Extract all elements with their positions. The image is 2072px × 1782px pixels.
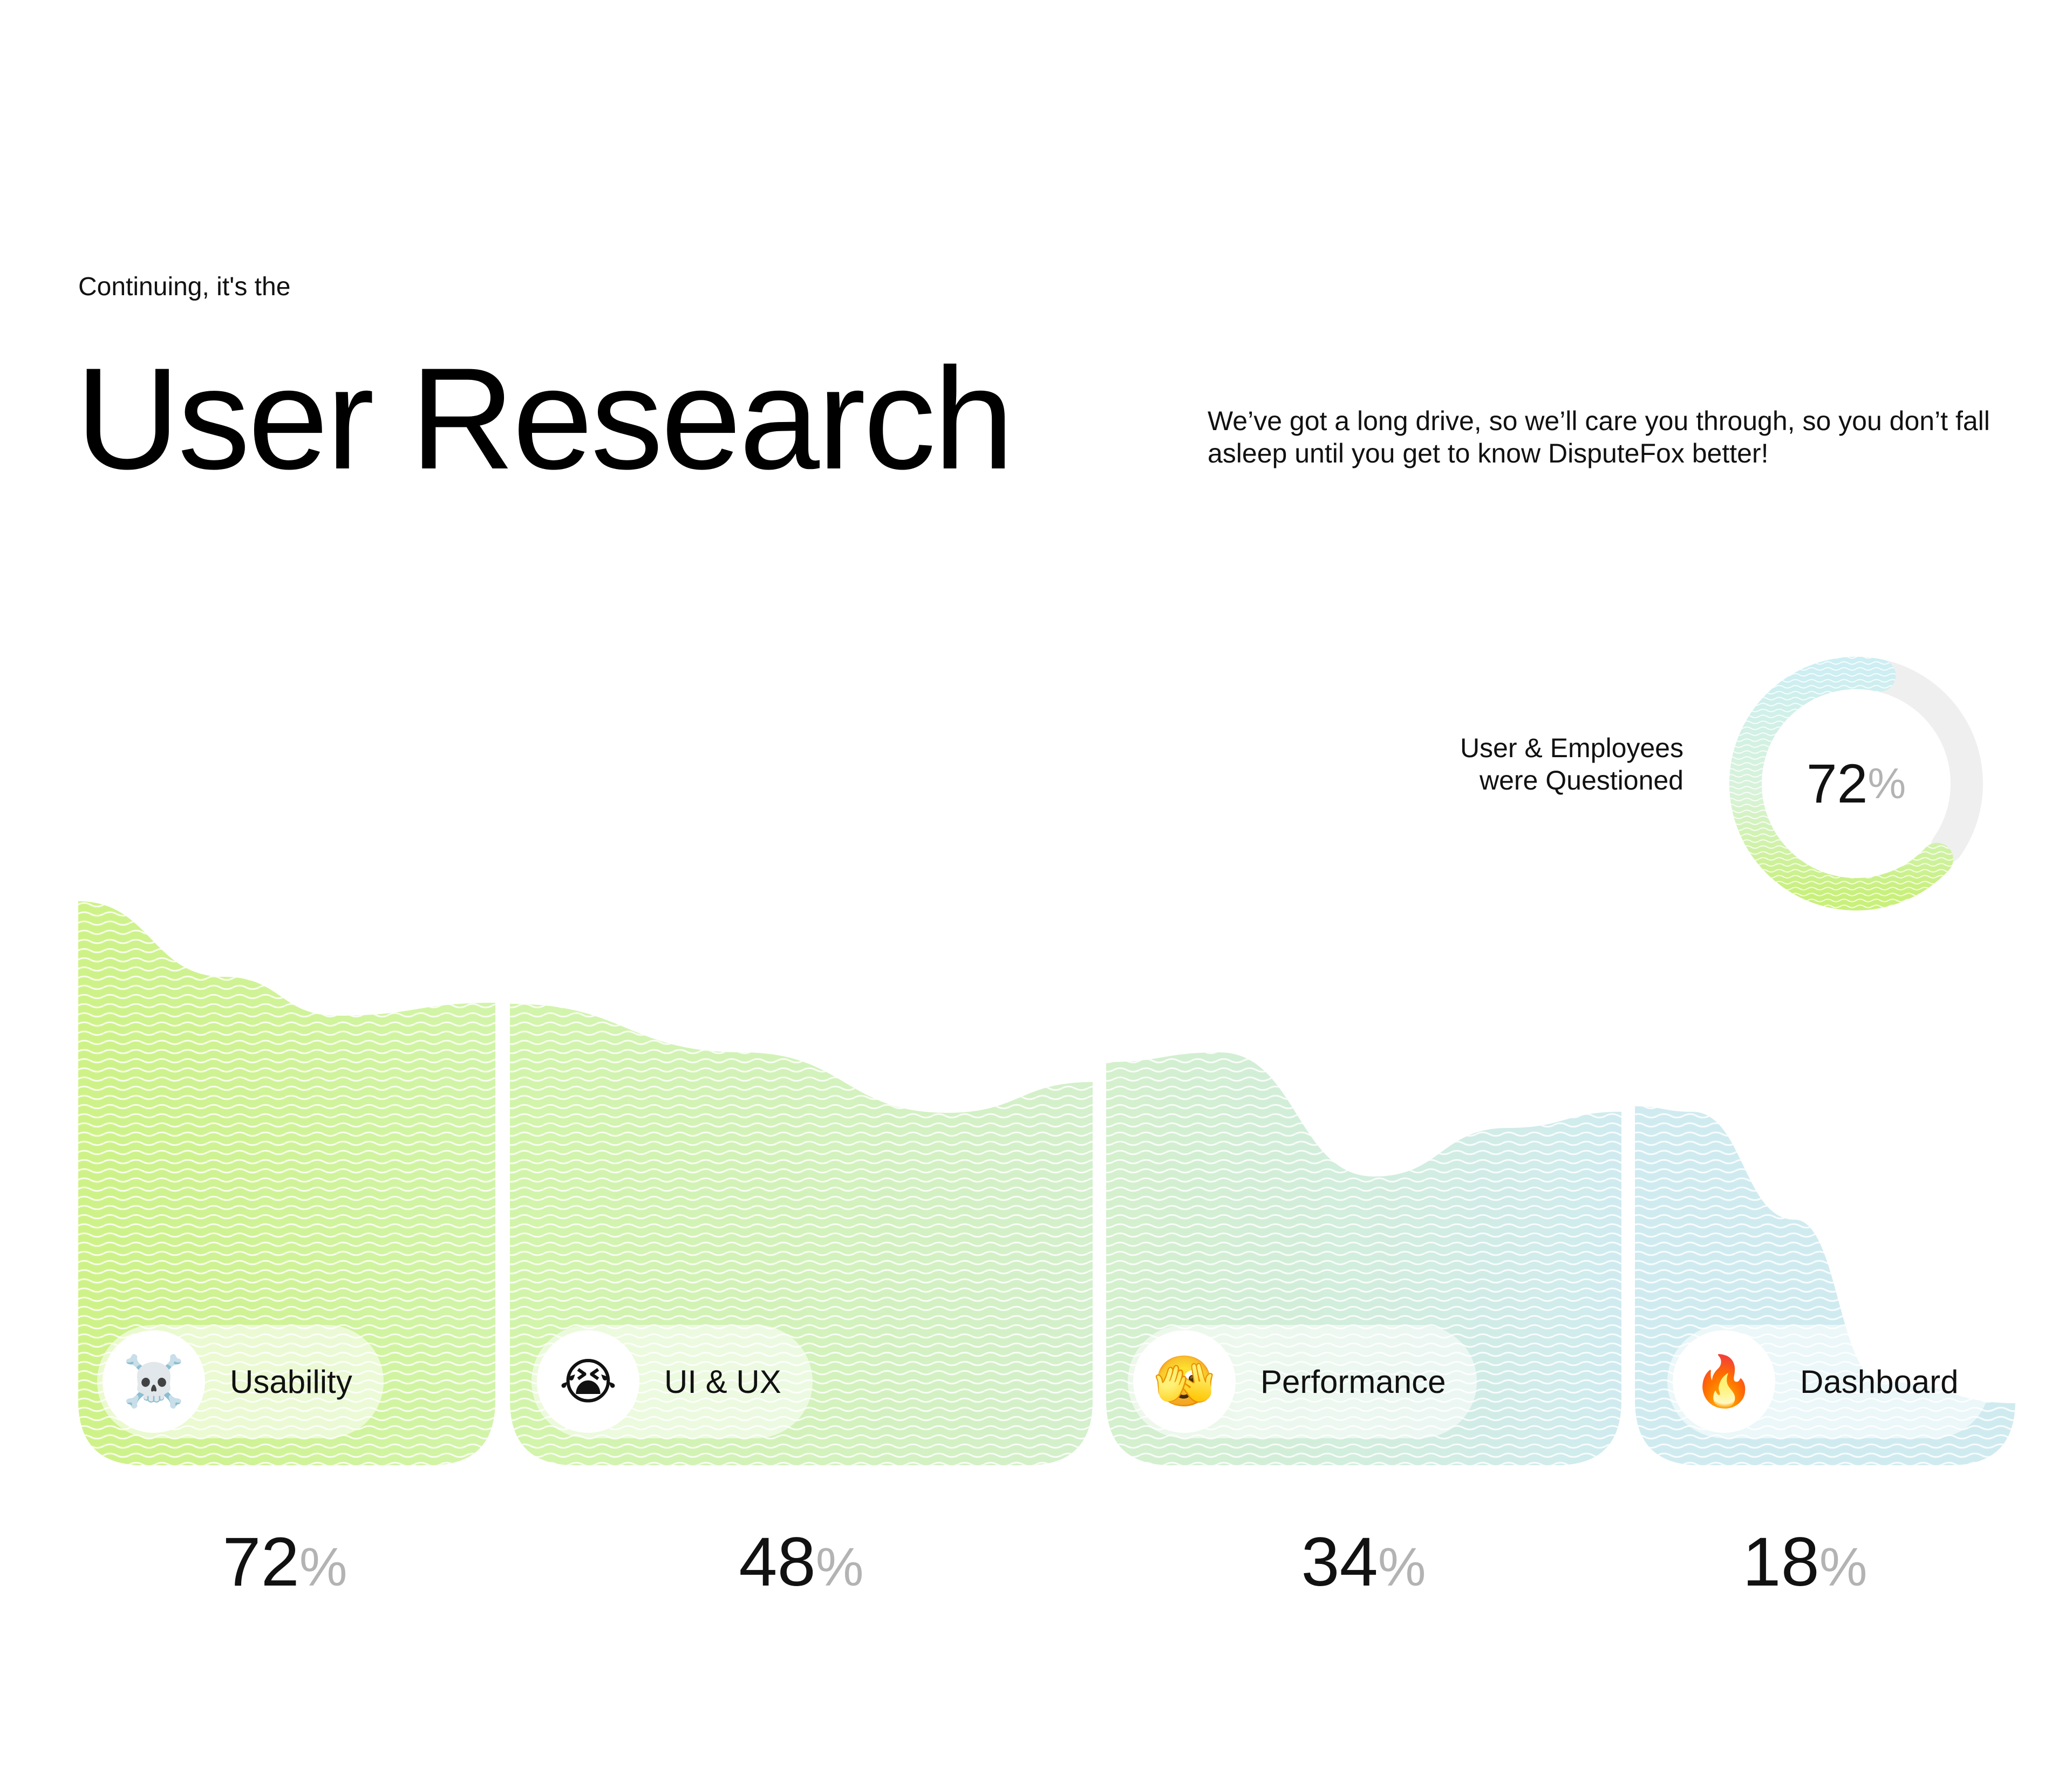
value-number: 34 [1301, 1523, 1378, 1601]
value-label: 34% [1301, 1519, 1426, 1611]
bar-wave-texture [78, 901, 495, 1465]
pill-ui-ux: 😭 UI & UX [531, 1325, 813, 1438]
donut-label-line-1: User & Employees [1460, 733, 1684, 763]
donut-progress-texture [1729, 657, 1953, 910]
pill-usability: ☠️ Usability [97, 1325, 384, 1438]
eyebrow-text: Continuing, it's the [78, 273, 291, 301]
donut-value-number: 72 [1806, 752, 1868, 814]
fire-icon: 🔥 [1673, 1330, 1775, 1433]
category-label: Usability [230, 1363, 352, 1400]
value-label: 48% [739, 1519, 863, 1611]
pill-performance: 🫣 Performance [1128, 1325, 1477, 1438]
donut-value: 72% [1727, 654, 1986, 913]
pill-dashboard: 🔥 Dashboard [1667, 1325, 1990, 1438]
value-number: 18 [1742, 1523, 1819, 1601]
value-unit: % [299, 1538, 347, 1597]
value-number: 72 [222, 1523, 299, 1601]
donut-remaining-arc [1851, 657, 1983, 863]
value-number: 48 [739, 1523, 816, 1601]
category-label: UI & UX [664, 1363, 781, 1400]
donut-label-line-2: were Questioned [1479, 765, 1684, 795]
value-unit: % [1819, 1538, 1867, 1597]
skull-and-crossbones-icon: ☠️ [103, 1330, 205, 1433]
face-with-peeking-eye-icon: 🫣 [1133, 1330, 1236, 1433]
intro-text: We’ve got a long drive, so we’ll care yo… [1208, 406, 1990, 468]
value-label: 18% [1742, 1519, 1867, 1611]
category-label: Dashboard [1800, 1363, 1959, 1400]
category-label: Performance [1260, 1363, 1446, 1400]
donut-graphic [1729, 657, 1983, 910]
value-label: 72% [222, 1519, 347, 1611]
bar-usability [78, 901, 495, 1465]
value-unit: % [815, 1538, 864, 1597]
donut-value-unit: % [1867, 759, 1906, 807]
donut-label: User & Employees were Questioned [1381, 732, 1684, 797]
value-unit: % [1378, 1538, 1426, 1597]
crying-face-icon: 😭 [537, 1330, 639, 1433]
donut-chart: 72% [1727, 654, 1986, 913]
page-title: User Research [76, 337, 1014, 499]
